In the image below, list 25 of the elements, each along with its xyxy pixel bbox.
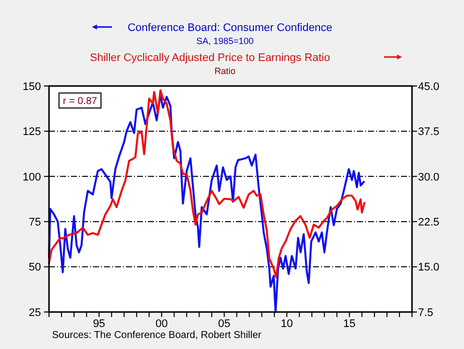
y2-tick-label: 15.0	[418, 262, 440, 274]
y-tick-label: 50	[28, 262, 41, 274]
x-tick-label: 05	[218, 318, 230, 330]
y-tick-label: 150	[22, 80, 41, 93]
y-tick-label: 25	[28, 306, 41, 319]
text: Ratio	[214, 66, 236, 76]
y-tick-label: 100	[22, 171, 41, 184]
y2-tick-label: 7.5	[418, 306, 434, 319]
line-series	[48, 89, 366, 278]
line-series	[48, 94, 365, 313]
x-tick-label: 15	[343, 318, 356, 330]
legend-label: Conference Board: Consumer Confidence	[128, 22, 332, 34]
annotation: r = 0.87	[62, 96, 98, 107]
x-tick-label: 10	[280, 318, 293, 330]
y2-tick-label: 45.0	[418, 80, 440, 93]
y-tick-label: 125	[22, 126, 41, 138]
x-tick-label: 95	[92, 318, 106, 330]
y2-tick-label: 22.5	[418, 216, 440, 228]
text: Shiller Cyclically Adjusted Price to Earnings Ratio	[90, 52, 330, 64]
y2-tick-label: 30.0	[418, 171, 440, 184]
y-tick-label: 75	[28, 216, 41, 228]
x-tick-label: 00	[156, 318, 168, 330]
text: SA, 1985=100	[196, 36, 254, 46]
source-note: Sources: The Conference Board, Robert Shiller	[52, 330, 262, 341]
y2-tick-label: 37.5	[418, 126, 440, 138]
